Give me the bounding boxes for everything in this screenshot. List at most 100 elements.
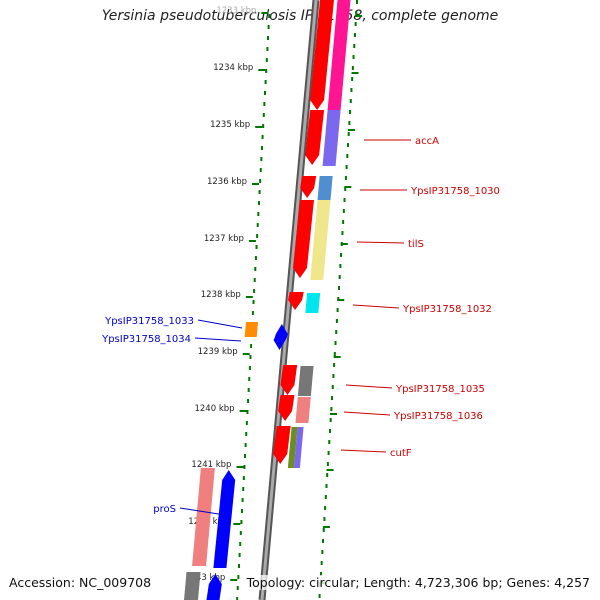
outer-ruler-dot (354, 22, 357, 26)
gene-arrow-ypsip31758-1035[interactable] (280, 365, 298, 395)
outer-ruler-dot (340, 253, 343, 257)
gene-label-ypsip31758-1033[interactable]: YpsIP31758_1033 (104, 316, 194, 327)
ruler-dot (262, 124, 265, 128)
gene-label-acca[interactable]: accA (415, 136, 439, 147)
gene-features (184, 0, 351, 600)
outer-ruler-dot (344, 176, 347, 180)
leader-line-ypsip31758-1032 (352, 304, 400, 309)
gene-label-ypsip31758-1032[interactable]: YpsIP31758_1032 (402, 304, 492, 315)
outer-ruler-tick (337, 299, 345, 301)
gene-arrow-ypsip31758-1033[interactable] (274, 324, 288, 338)
feature-box-ypsip31758-1032[interactable] (305, 293, 321, 313)
ruler-dot (260, 146, 263, 150)
outer-ruler-dot (319, 572, 322, 576)
outer-ruler-dot (347, 132, 350, 136)
feature-box-pros[interactable] (192, 468, 215, 566)
outer-ruler-dot (352, 55, 355, 59)
ruler-dot (254, 267, 257, 271)
ruler-dot (242, 476, 245, 480)
feature-box-ypsip31758-1035[interactable] (297, 366, 314, 396)
feature-box-ypsip31758-1030[interactable] (317, 176, 333, 200)
gene-label-ypsip31758-1030[interactable]: YpsIP31758_1030 (410, 186, 500, 197)
gene-label-tils[interactable]: tilS (408, 239, 424, 250)
feature-box-ypsip31758-1036[interactable] (295, 397, 311, 423)
feature-box-ypsip31758-1033[interactable] (244, 322, 259, 337)
feature-box-magenta[interactable] (327, 0, 351, 110)
ruler-dot (263, 102, 266, 106)
feature-box-cutf-b[interactable] (293, 427, 304, 468)
ruler-tick-label: 1233 kbp (216, 6, 256, 16)
gene-arrow[interactable] (310, 0, 334, 110)
ruler-dot (256, 223, 259, 227)
gene-arrow-ypsip31758-1030[interactable] (300, 176, 317, 198)
scale-ruler: 1233 kbp 1234 kbp 1235 kbp 1236 kbp 1237 kbp… (185, 0, 363, 600)
leader-line-ypsip31758-1035 (345, 384, 393, 389)
ruler-dot (239, 542, 242, 546)
ruler-dot (261, 135, 264, 139)
outer-ruler-dot (333, 363, 336, 367)
leader-line-ypsip31758-1034 (194, 337, 242, 342)
ruler-dot (244, 454, 247, 458)
gene-label-ypsip31758-1036[interactable]: YpsIP31758_1036 (393, 411, 483, 422)
outer-ruler-dot (326, 473, 329, 477)
ruler-dot (238, 553, 241, 557)
genome-stats-label: Topology: circular; Length: 4,723,306 bp… (246, 575, 590, 590)
ruler-dot (247, 399, 250, 403)
leader-line-ypsip31758-1036 (343, 411, 391, 416)
gene-arrow-ypsip31758-1036[interactable] (278, 395, 295, 421)
outer-ruler-dot (322, 528, 325, 532)
outer-ruler-dot (322, 539, 325, 543)
outer-ruler-dot (328, 440, 331, 444)
ruler-dot (263, 91, 266, 95)
ruler-dot (247, 388, 250, 392)
ruler-dot (253, 278, 256, 282)
outer-ruler-dot (353, 44, 356, 48)
ruler-dot (241, 509, 244, 513)
ruler-tick (233, 523, 241, 525)
ruler-dot (252, 300, 255, 304)
ruler-tick-label: 1237 kbp (204, 234, 244, 244)
outer-ruler-dot (355, 11, 358, 15)
gene-label-cutf[interactable]: cutF (390, 448, 412, 459)
outer-ruler-dot (323, 517, 326, 521)
feature-box-grey-bottom[interactable] (184, 572, 201, 600)
ruler-dot (259, 179, 262, 183)
gene-label-ypsip31758-1035[interactable]: YpsIP31758_1035 (395, 384, 485, 395)
outer-ruler-dot (318, 594, 321, 598)
outer-ruler-dot (333, 352, 336, 356)
gene-arrow-bottom[interactable] (206, 574, 222, 600)
ruler-dot (248, 377, 251, 381)
outer-ruler-dot (325, 484, 328, 488)
ruler-tick (248, 240, 256, 242)
ruler-tick (255, 126, 263, 128)
gene-arrow-cutf[interactable] (273, 426, 291, 464)
outer-ruler-tick (330, 413, 338, 415)
outer-ruler-dot (331, 396, 334, 400)
outer-ruler-dot (356, 0, 358, 4)
gene-arrow-tils[interactable] (292, 200, 314, 278)
gene-arrow-acca[interactable] (305, 110, 325, 165)
gene-arrow-ypsip31758-1034[interactable] (273, 338, 287, 350)
ruler-tick-label: 1239 kbp (198, 347, 238, 357)
outer-ruler-dot (320, 561, 323, 565)
outer-ruler-dot (351, 77, 354, 81)
ruler-dot (246, 410, 249, 414)
outer-ruler-dot (343, 198, 346, 202)
ruler-dot (239, 531, 242, 535)
ruler-dot (259, 168, 262, 172)
feature-box-cutf-a[interactable] (287, 427, 298, 468)
gene-label-pros[interactable]: proS (153, 504, 176, 515)
gene-arrow-ypsip31758-1032[interactable] (288, 292, 304, 310)
outer-ruler-dot (330, 407, 333, 411)
gene-label-ypsip31758-1034[interactable]: YpsIP31758_1034 (101, 334, 191, 345)
feature-box-tils[interactable] (310, 200, 331, 280)
gene-arrow-pros[interactable] (213, 470, 236, 568)
ruler-dot (258, 190, 261, 194)
outer-ruler-dot (328, 429, 331, 433)
feature-box-acca[interactable] (322, 110, 341, 166)
ruler-dot (243, 465, 246, 469)
outer-ruler-tick (333, 356, 341, 358)
outer-ruler-dot (334, 341, 337, 345)
outer-ruler-dot (327, 451, 330, 455)
